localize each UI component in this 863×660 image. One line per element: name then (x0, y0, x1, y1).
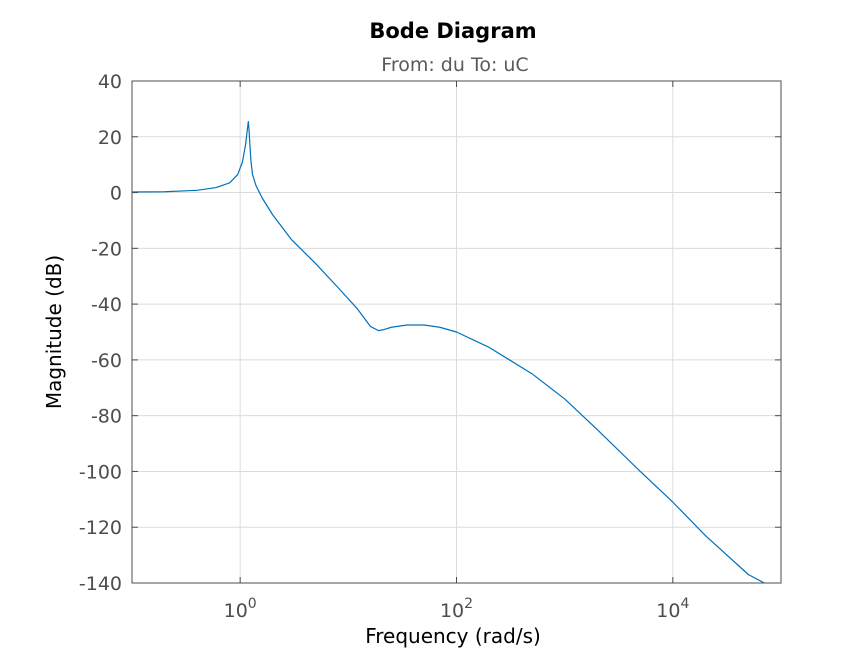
y-tick-label: -20 (91, 238, 122, 260)
x-tick-label: 100 (224, 596, 257, 622)
x-tick-base: 10 (440, 600, 464, 622)
magnitude-series-line (131, 120, 765, 584)
x-axis-label: Frequency (rad/s) (365, 624, 541, 648)
y-tick-label: -140 (79, 573, 122, 595)
y-tick-labels: 40 20 0 -20 -40 -60 -80 -100 -120 -140 (79, 71, 122, 595)
y-tick-label: -100 (79, 461, 122, 483)
x-tick-base: 10 (224, 600, 248, 622)
x-tick-base: 10 (656, 600, 680, 622)
tick-marks (132, 80, 781, 584)
y-tick-label: 20 (98, 127, 122, 149)
y-tick-label: -40 (91, 294, 122, 316)
y-tick-label: 0 (110, 183, 122, 205)
series-layer (131, 120, 765, 584)
x-tick-label: 102 (440, 596, 473, 622)
x-tick-labels: 100 102 104 (224, 596, 690, 622)
y-axis-label: Magnitude (dB) (42, 255, 66, 409)
y-tick-label: -80 (91, 406, 122, 428)
y-tick-label: -120 (79, 517, 122, 539)
x-tick-exponent: 4 (680, 596, 689, 612)
x-tick-exponent: 0 (248, 596, 257, 612)
chart-title: Bode Diagram (369, 19, 536, 43)
x-tick-label: 104 (656, 596, 689, 622)
x-tick-exponent: 2 (464, 596, 473, 612)
y-tick-label: -60 (91, 350, 122, 372)
y-tick-label: 40 (98, 71, 122, 93)
chart-subtitle: From: du To: uC (381, 54, 528, 76)
